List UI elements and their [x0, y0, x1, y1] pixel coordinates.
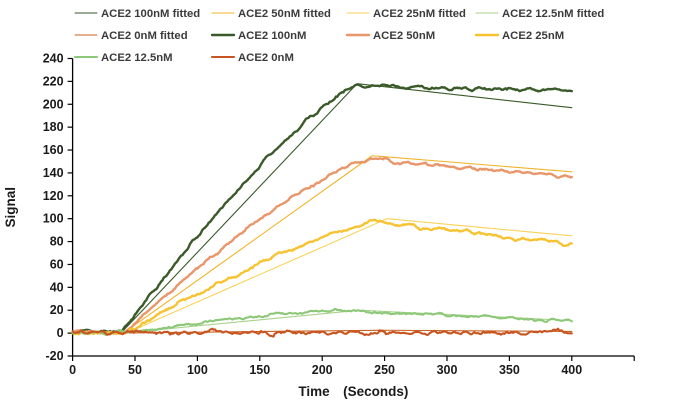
svg-text:ACE2 12.5nM: ACE2 12.5nM — [101, 52, 173, 64]
svg-text:ACE2 25nM: ACE2 25nM — [502, 30, 564, 42]
svg-text:100: 100 — [43, 212, 64, 226]
svg-text:ACE2 50nM: ACE2 50nM — [373, 30, 435, 42]
svg-text:220: 220 — [43, 74, 64, 88]
svg-text:ACE2 25nM fitted: ACE2 25nM fitted — [373, 8, 466, 20]
svg-text:ACE2 100nM: ACE2 100nM — [238, 30, 306, 42]
svg-text:160: 160 — [43, 143, 64, 157]
svg-text:100: 100 — [187, 363, 208, 377]
svg-text:350: 350 — [499, 363, 520, 377]
svg-text:40: 40 — [50, 280, 64, 294]
svg-text:180: 180 — [43, 120, 64, 134]
svg-text:20: 20 — [50, 303, 64, 317]
svg-text:300: 300 — [437, 363, 458, 377]
svg-text:60: 60 — [50, 257, 64, 271]
svg-text:0: 0 — [57, 326, 64, 340]
svg-text:150: 150 — [249, 363, 270, 377]
svg-text:140: 140 — [43, 166, 64, 180]
svg-text:Time (Seconds): Time (Seconds) — [298, 384, 408, 399]
svg-text:50: 50 — [128, 363, 142, 377]
svg-text:200: 200 — [43, 97, 64, 111]
svg-text:0: 0 — [69, 363, 76, 377]
svg-text:ACE2 50nM fitted: ACE2 50nM fitted — [238, 8, 331, 20]
svg-text:120: 120 — [43, 189, 64, 203]
svg-text:ACE2 0nM fitted: ACE2 0nM fitted — [101, 30, 188, 42]
svg-text:ACE2 0nM: ACE2 0nM — [238, 52, 294, 64]
svg-text:240: 240 — [43, 52, 64, 66]
svg-text:Signal: Signal — [3, 187, 18, 228]
svg-text:250: 250 — [374, 363, 395, 377]
svg-text:200: 200 — [312, 363, 333, 377]
svg-text:400: 400 — [561, 363, 582, 377]
svg-text:ACE2 100nM fitted: ACE2 100nM fitted — [101, 8, 200, 20]
svg-text:ACE2 12.5nM fitted: ACE2 12.5nM fitted — [502, 8, 604, 20]
svg-text:80: 80 — [50, 235, 64, 249]
svg-text:-20: -20 — [46, 349, 64, 363]
